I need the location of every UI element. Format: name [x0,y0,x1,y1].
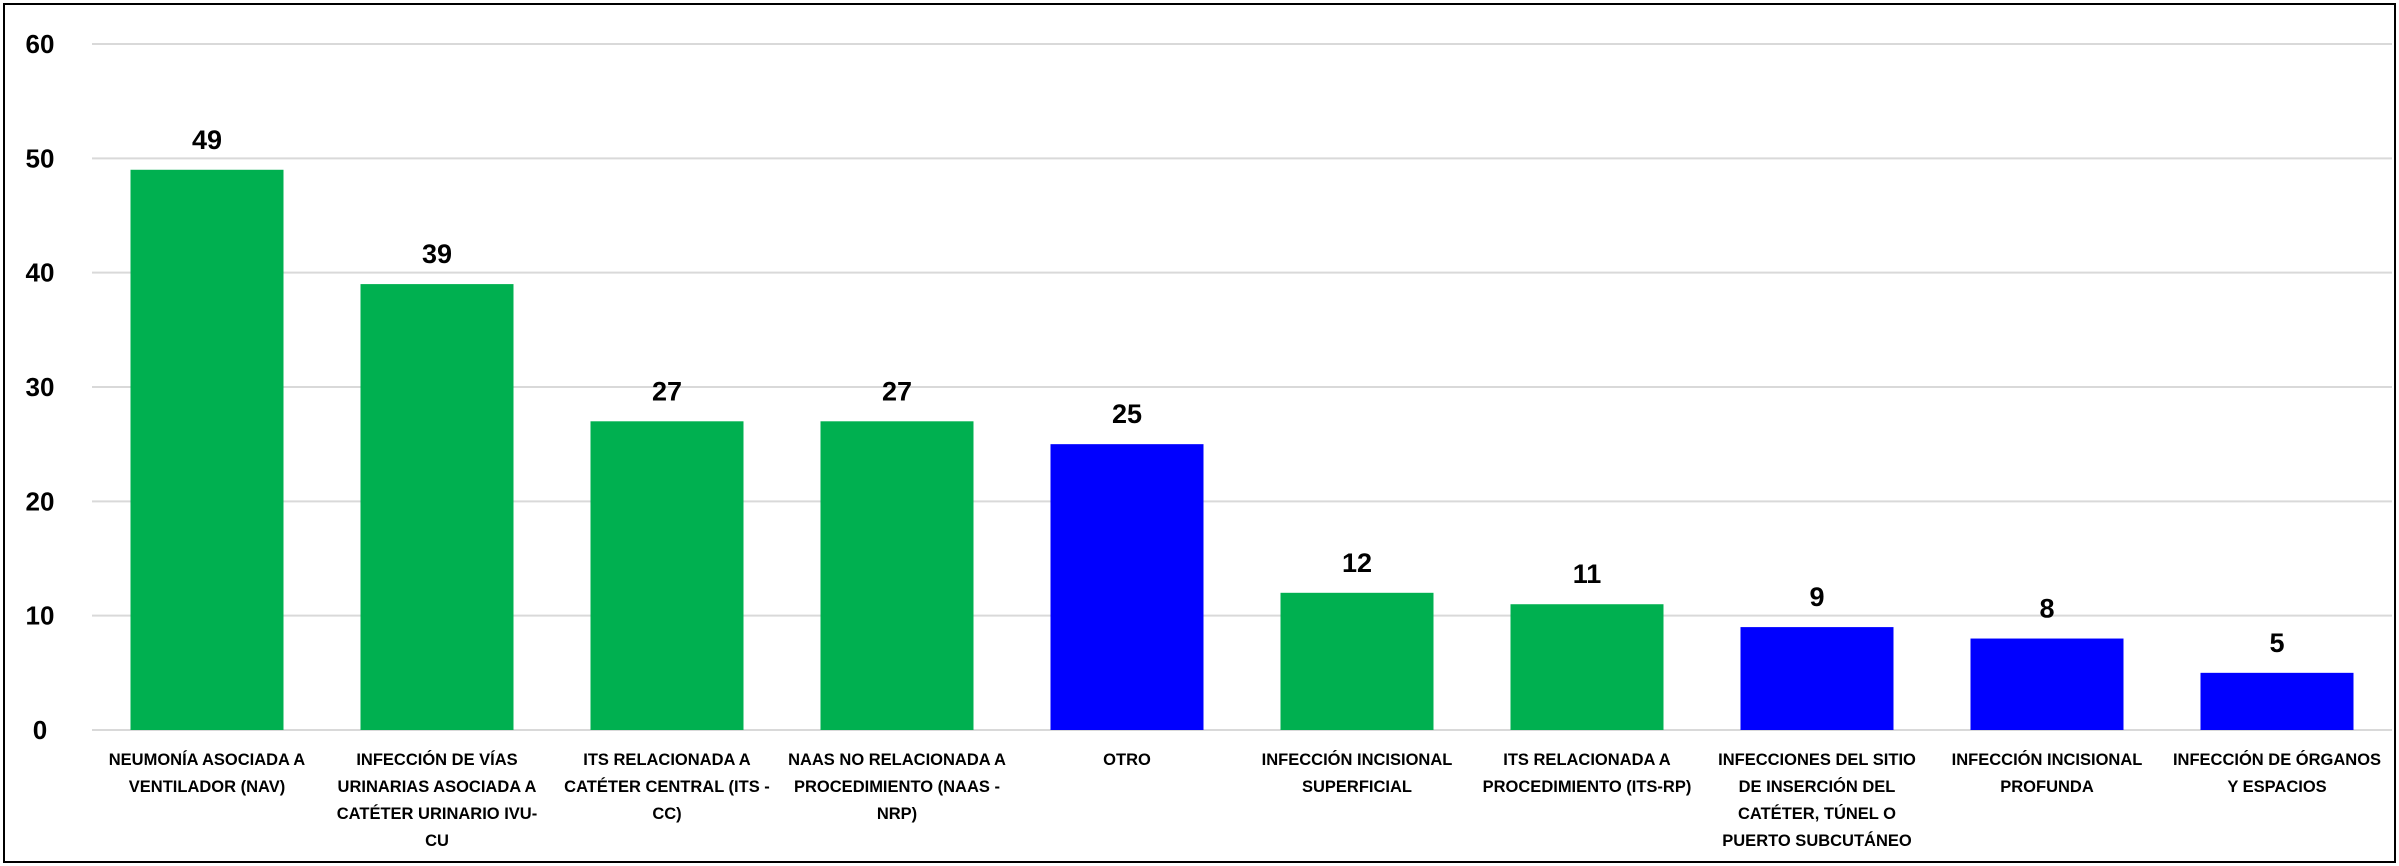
bars [130,169,2354,730]
bar [1970,638,2124,730]
x-axis: NEUMONÍA ASOCIADA A VENTILADOR (NAV) INFEC… [109,750,2381,850]
data-label: 49 [192,125,222,155]
y-tick-label: 50 [26,143,55,173]
x-tick-label: INFECCIÓN INCISIONAL PROFUNDA [1952,750,2143,796]
data-label: 5 [2269,628,2284,658]
y-tick-label: 20 [26,486,55,516]
data-label: 12 [1342,548,1372,578]
bar [1510,604,1664,730]
data-label: 11 [1573,559,1602,589]
y-tick-label: 40 [26,258,55,288]
x-tick-label: OTRO [1103,751,1151,769]
data-label: 9 [1809,582,1824,612]
x-tick-label: NEUMONÍA ASOCIADA A VENTILADOR (NAV) [109,750,306,796]
bar [590,421,744,730]
x-tick-label: INFECCIONES DEL SITIO DE INSERCIÓN DEL CAT… [1718,751,1916,850]
data-label: 27 [652,376,682,406]
x-tick-label: INFECCIÓN DE VÍAS URINARIAS ASOCIADA A CAT… [337,750,537,850]
y-tick-label: 30 [26,372,55,402]
y-axis: 0 10 20 30 40 50 60 [26,29,55,745]
bar [130,169,284,730]
x-tick-label: ITS RELACIONADA A CATÉTER CENTRAL (ITS -C… [564,751,770,823]
bar [1050,444,1204,730]
bar [1280,592,1434,730]
x-tick-label: ITS RELACIONADA A PROCEDIMIENTO (ITS-RP) [1483,751,1692,796]
data-label: 25 [1112,399,1142,429]
y-tick-label: 10 [26,601,55,631]
bar [360,284,514,730]
data-label: 39 [422,239,452,269]
data-labels: 49 39 27 27 25 12 11 9 8 5 [192,125,2285,658]
y-tick-label: 60 [26,29,55,59]
y-tick-label: 0 [33,715,47,745]
data-label: 27 [882,376,912,406]
bar [2200,672,2354,730]
data-label: 8 [2039,594,2054,624]
bar [820,421,974,730]
x-tick-label: NAAS NO RELACIONADA A PROCEDIMIENTO (NAAS… [788,751,1006,823]
x-tick-label: INFECCIÓN INCISIONAL SUPERFICIAL [1262,750,1453,796]
x-tick-label: INFECCIÓN DE ÓRGANOS Y ESPACIOS [2173,750,2381,796]
bar [1740,627,1894,730]
